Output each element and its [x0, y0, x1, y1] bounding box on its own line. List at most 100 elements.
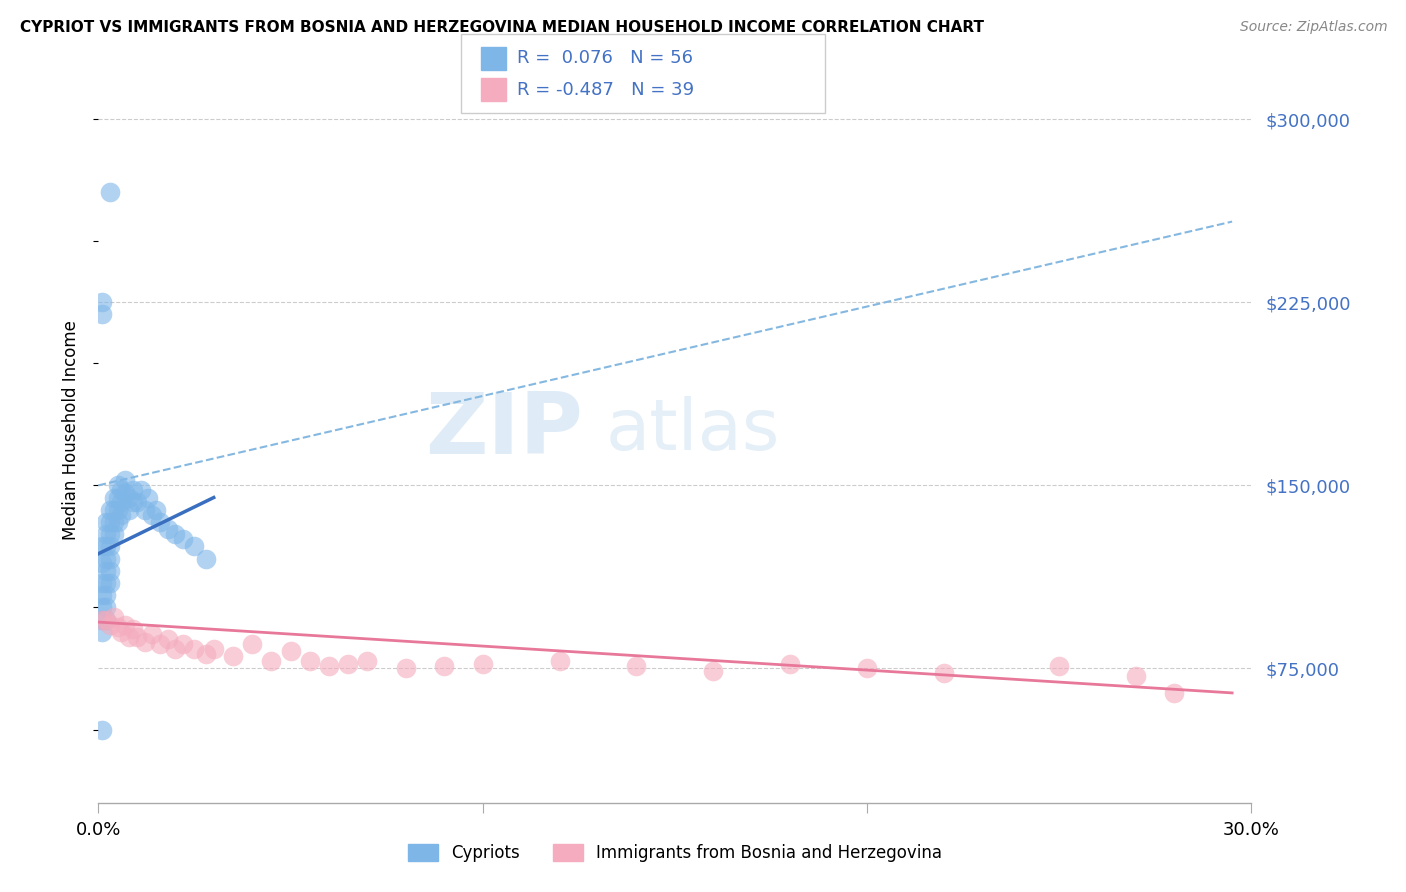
Text: CYPRIOT VS IMMIGRANTS FROM BOSNIA AND HERZEGOVINA MEDIAN HOUSEHOLD INCOME CORREL: CYPRIOT VS IMMIGRANTS FROM BOSNIA AND HE… — [20, 20, 984, 35]
Point — [548, 654, 571, 668]
Point — [149, 515, 172, 529]
Point — [172, 637, 194, 651]
Text: R = -0.487   N = 39: R = -0.487 N = 39 — [517, 80, 695, 99]
Point — [856, 661, 879, 675]
Point — [103, 502, 125, 516]
Point — [141, 627, 163, 641]
Point — [98, 527, 121, 541]
Point — [103, 527, 125, 541]
Point — [122, 495, 145, 509]
Point — [118, 630, 141, 644]
Point — [183, 540, 205, 554]
Point — [125, 495, 148, 509]
Point — [471, 657, 494, 671]
Point — [91, 613, 114, 627]
Point — [626, 659, 648, 673]
Point — [94, 576, 117, 591]
Point — [165, 642, 187, 657]
Point — [129, 483, 152, 498]
Point — [779, 657, 801, 671]
Point — [149, 637, 172, 651]
Point — [91, 295, 114, 310]
Point — [260, 654, 283, 668]
Point — [125, 630, 148, 644]
Point — [280, 644, 302, 658]
Point — [91, 624, 114, 639]
Legend: Cypriots, Immigrants from Bosnia and Herzegovina: Cypriots, Immigrants from Bosnia and Her… — [401, 838, 949, 869]
Point — [298, 654, 321, 668]
Point — [337, 657, 360, 671]
Point — [98, 186, 121, 200]
Point — [156, 522, 179, 536]
Point — [103, 515, 125, 529]
Text: atlas: atlas — [606, 396, 780, 465]
Point — [1125, 669, 1147, 683]
Point — [145, 502, 167, 516]
Point — [195, 647, 218, 661]
Y-axis label: Median Household Income: Median Household Income — [62, 320, 80, 541]
Point — [94, 515, 117, 529]
Point — [107, 620, 129, 634]
Point — [356, 654, 378, 668]
Point — [94, 551, 117, 566]
Point — [107, 491, 129, 505]
Point — [94, 588, 117, 602]
Point — [94, 613, 117, 627]
Point — [240, 637, 263, 651]
Point — [156, 632, 179, 647]
Point — [91, 588, 114, 602]
Point — [107, 515, 129, 529]
Point — [91, 613, 114, 627]
Point — [141, 508, 163, 522]
Point — [91, 723, 114, 737]
Point — [110, 495, 132, 509]
Point — [138, 491, 160, 505]
Point — [91, 600, 114, 615]
Point — [98, 564, 121, 578]
Point — [98, 551, 121, 566]
Point — [98, 576, 121, 591]
Point — [122, 483, 145, 498]
Point — [91, 576, 114, 591]
Point — [433, 659, 456, 673]
Point — [107, 502, 129, 516]
Point — [932, 666, 955, 681]
Text: R =  0.076   N = 56: R = 0.076 N = 56 — [517, 49, 693, 68]
Point — [103, 610, 125, 624]
Point — [98, 515, 121, 529]
Point — [318, 659, 340, 673]
Point — [91, 557, 114, 571]
Point — [395, 661, 418, 675]
Point — [114, 474, 136, 488]
Point — [114, 485, 136, 500]
Point — [91, 540, 114, 554]
Point — [134, 502, 156, 516]
Point — [110, 483, 132, 498]
Point — [122, 623, 145, 637]
Point — [702, 664, 724, 678]
Point — [94, 600, 117, 615]
Point — [195, 551, 218, 566]
Text: ZIP: ZIP — [425, 389, 582, 472]
Point — [118, 502, 141, 516]
Point — [222, 649, 245, 664]
Point — [107, 478, 129, 492]
Point — [98, 540, 121, 554]
Point — [183, 642, 205, 657]
Point — [98, 617, 121, 632]
Point — [98, 502, 121, 516]
Text: Source: ZipAtlas.com: Source: ZipAtlas.com — [1240, 20, 1388, 34]
Point — [114, 617, 136, 632]
Point — [134, 634, 156, 648]
Point — [110, 508, 132, 522]
Point — [172, 532, 194, 546]
Point — [118, 491, 141, 505]
Point — [1163, 686, 1185, 700]
Point — [165, 527, 187, 541]
Point — [1047, 659, 1070, 673]
Point — [202, 642, 225, 657]
Point — [94, 613, 117, 627]
Point — [94, 527, 117, 541]
Point — [103, 491, 125, 505]
Point — [110, 624, 132, 639]
